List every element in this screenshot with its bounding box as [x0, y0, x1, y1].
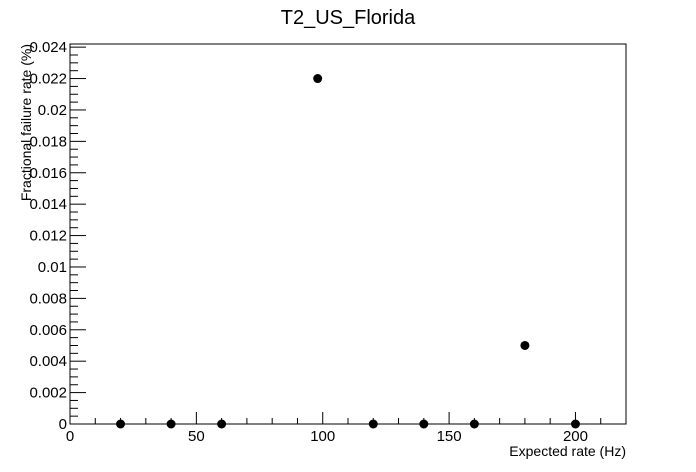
y-tick-label: 0.012 — [29, 228, 67, 245]
y-tick-label: 0.006 — [29, 322, 67, 339]
y-tick-label: 0.008 — [29, 290, 67, 307]
data-point — [116, 419, 126, 429]
data-point — [419, 419, 429, 429]
data-point — [313, 74, 323, 84]
chart-title: T2_US_Florida — [281, 7, 416, 29]
data-point — [368, 419, 378, 429]
y-axis-label: Fractional failure rate (%) — [18, 44, 34, 201]
y-tick-label: 0.02 — [38, 102, 67, 119]
y-tick-label: 0.024 — [29, 39, 67, 56]
data-point — [469, 419, 479, 429]
y-tick-label: 0 — [59, 416, 67, 433]
y-tick-label: 0.022 — [29, 71, 67, 88]
data-point — [520, 340, 530, 350]
x-tick-label: 50 — [188, 428, 205, 445]
x-tick-label: 200 — [563, 428, 588, 445]
y-tick-label: 0.016 — [29, 165, 67, 182]
y-tick-label: 0.018 — [29, 133, 67, 150]
y-axis-ticks: 0 0.002 0.004 0.006 0.008 0.01 0.012 0.014 0.016… — [29, 39, 86, 433]
plot-axes — [69, 43, 627, 425]
x-tick-label: 0 — [66, 428, 74, 445]
data-points — [116, 74, 580, 429]
y-tick-label: 0.004 — [29, 353, 67, 370]
x-tick-label: 100 — [310, 428, 335, 445]
y-tick-label: 0.014 — [29, 196, 67, 213]
data-point — [570, 419, 580, 429]
x-axis-ticks: 0 50 100 150 200 — [66, 412, 627, 445]
data-point — [166, 419, 176, 429]
plot-frame — [69, 43, 627, 425]
x-tick-label: 150 — [437, 428, 462, 445]
y-tick-label: 0.002 — [29, 385, 67, 402]
x-axis-label: Expected rate (Hz) — [509, 443, 626, 459]
data-point — [217, 419, 227, 429]
y-tick-label: 0.01 — [38, 259, 67, 276]
